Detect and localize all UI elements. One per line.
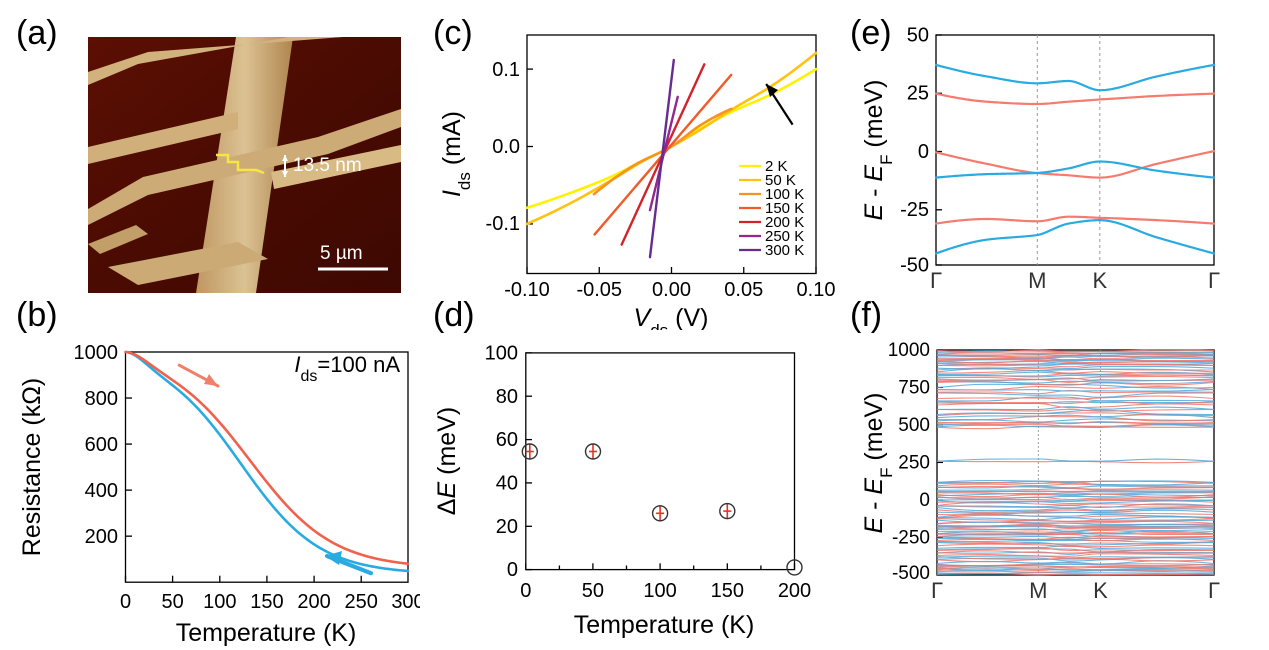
- svg-text:400: 400: [85, 480, 118, 502]
- svg-text:0.05: 0.05: [724, 279, 763, 301]
- svg-text:Temperature (K): Temperature (K): [176, 619, 357, 647]
- svg-text:-500: -500: [892, 563, 930, 584]
- svg-text:60: 60: [496, 429, 518, 451]
- svg-text:300 K: 300 K: [765, 242, 804, 259]
- svg-text:0: 0: [918, 141, 929, 163]
- svg-text:1000: 1000: [888, 340, 930, 361]
- svg-text:M: M: [1029, 578, 1047, 603]
- svg-text:Γ: Γ: [1208, 268, 1220, 293]
- svg-text:0.10: 0.10: [797, 279, 836, 301]
- svg-text:-25: -25: [900, 199, 929, 221]
- svg-text:150: 150: [711, 580, 744, 602]
- svg-text:600: 600: [85, 434, 118, 456]
- svg-text:50: 50: [907, 25, 929, 47]
- svg-text:0.00: 0.00: [652, 279, 691, 301]
- svg-text:M: M: [1028, 268, 1046, 293]
- svg-text:Ids=100 nA: Ids=100 nA: [294, 352, 400, 385]
- svg-text:500: 500: [898, 415, 930, 436]
- svg-text:-0.10: -0.10: [504, 279, 550, 301]
- svg-text:50: 50: [161, 591, 183, 613]
- svg-text:0: 0: [507, 559, 518, 581]
- svg-text:100: 100: [643, 580, 676, 602]
- svg-text:Γ: Γ: [931, 578, 943, 603]
- svg-text:300: 300: [391, 591, 420, 613]
- svg-text:150: 150: [250, 591, 283, 613]
- svg-text:0: 0: [919, 490, 930, 511]
- svg-text:5 µm: 5 µm: [320, 243, 363, 264]
- svg-text:250: 250: [898, 453, 930, 474]
- svg-text:200: 200: [778, 580, 811, 602]
- svg-text:K: K: [1093, 578, 1108, 603]
- svg-text:-0.1: -0.1: [486, 213, 520, 235]
- svg-text:Γ: Γ: [1208, 578, 1220, 603]
- svg-text:0: 0: [120, 591, 131, 613]
- svg-text:200: 200: [297, 591, 330, 613]
- svg-text:-250: -250: [892, 528, 930, 549]
- svg-text:ΔE (meV): ΔE (meV): [433, 407, 461, 515]
- svg-text:20: 20: [496, 516, 518, 538]
- svg-text:50: 50: [582, 580, 604, 602]
- svg-text:Ids (mA): Ids (mA): [438, 111, 474, 197]
- svg-text:25: 25: [907, 83, 929, 105]
- svg-text:0: 0: [520, 580, 531, 602]
- svg-text:Γ: Γ: [930, 268, 942, 293]
- svg-text:100: 100: [203, 591, 236, 613]
- svg-text:80: 80: [496, 386, 518, 408]
- svg-text:13.5 nm: 13.5 nm: [293, 155, 362, 176]
- svg-text:0.0: 0.0: [492, 136, 520, 158]
- svg-text:Temperature (K): Temperature (K): [574, 611, 755, 639]
- svg-text:E - EF (meV): E - EF (meV): [860, 393, 896, 534]
- svg-text:100: 100: [485, 343, 518, 365]
- svg-text:40: 40: [496, 473, 518, 495]
- svg-text:Resistance (kΩ): Resistance (kΩ): [18, 378, 46, 556]
- svg-text:200: 200: [85, 526, 118, 548]
- svg-text:800: 800: [85, 388, 118, 410]
- svg-text:1000: 1000: [74, 342, 119, 364]
- svg-text:-50: -50: [900, 255, 929, 277]
- svg-text:250: 250: [345, 591, 378, 613]
- svg-text:E - EF (meV): E - EF (meV): [860, 80, 896, 221]
- svg-text:-0.05: -0.05: [576, 279, 622, 301]
- svg-text:0.1: 0.1: [492, 59, 520, 81]
- svg-text:K: K: [1092, 268, 1107, 293]
- svg-text:750: 750: [898, 378, 930, 399]
